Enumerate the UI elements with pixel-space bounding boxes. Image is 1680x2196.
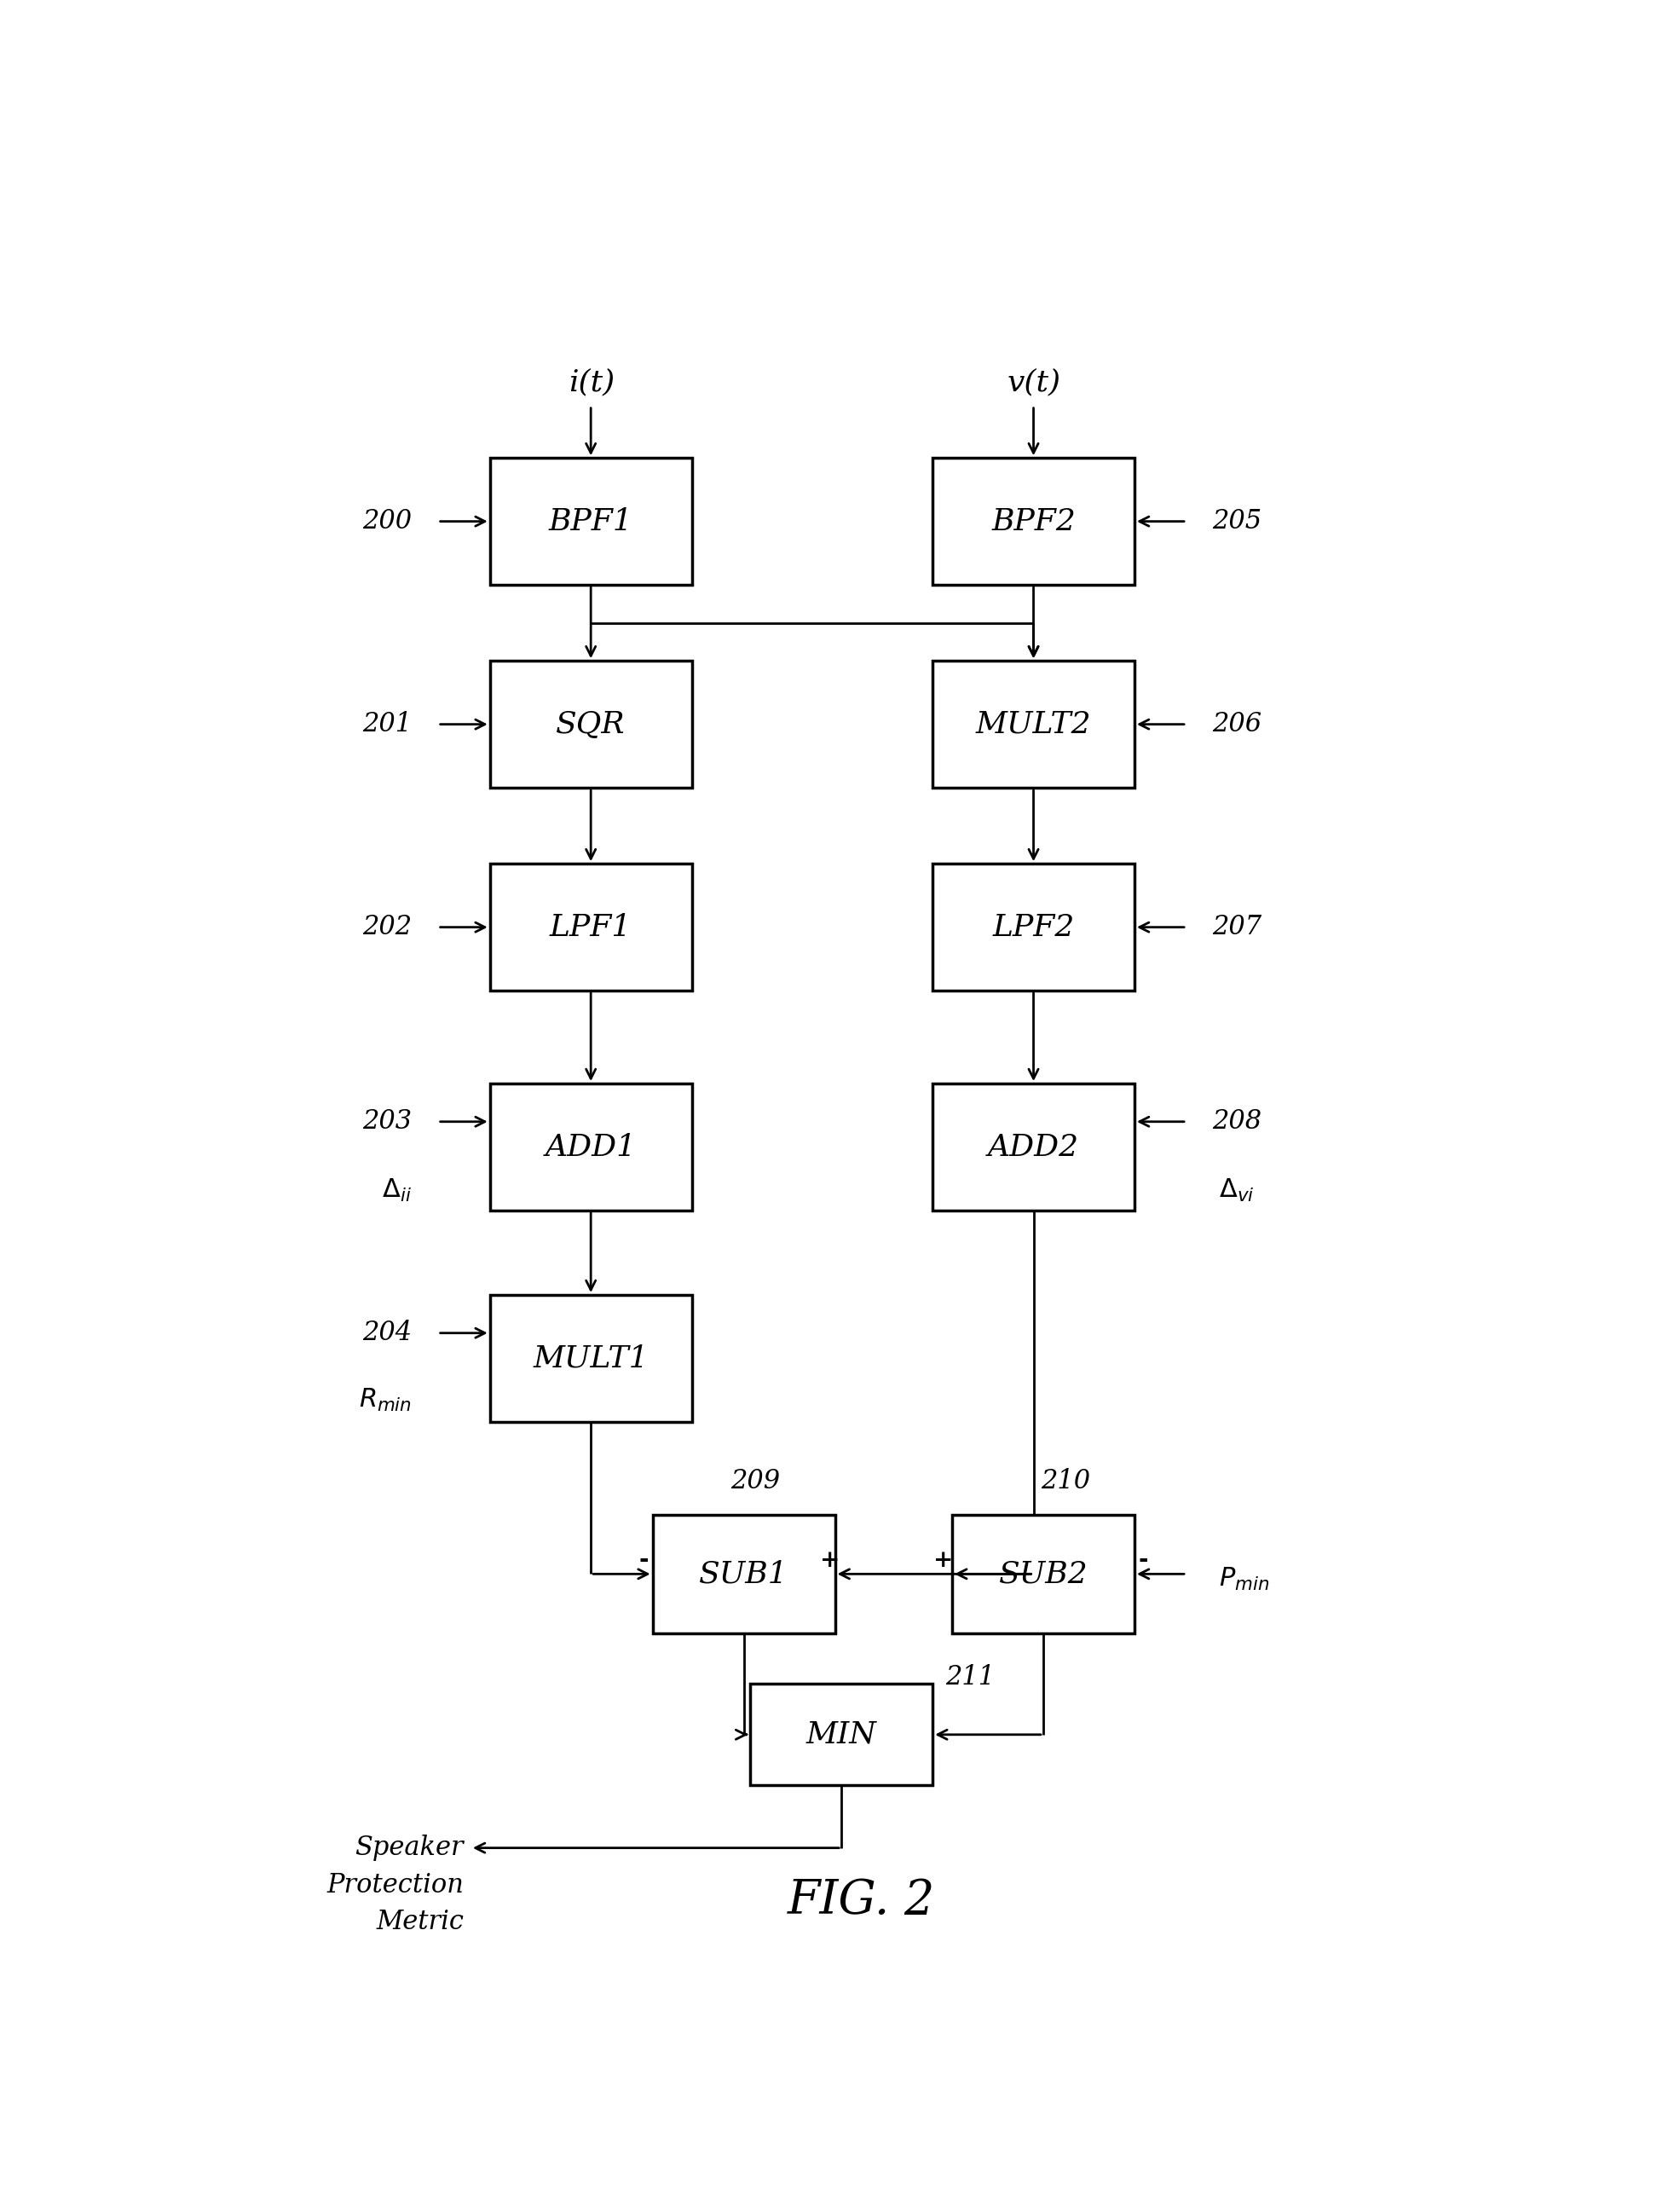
Bar	[932, 459, 1134, 584]
Text: v(t): v(t)	[1008, 367, 1062, 395]
Text: BPF1: BPF1	[549, 507, 633, 536]
Text: Protection: Protection	[328, 1871, 464, 1897]
Text: +: +	[820, 1548, 840, 1572]
Text: $P_{min}$: $P_{min}$	[1220, 1566, 1270, 1592]
Bar	[932, 863, 1134, 990]
Text: 207: 207	[1213, 914, 1262, 940]
Text: -: -	[638, 1548, 648, 1572]
Text: MULT1: MULT1	[533, 1344, 648, 1372]
Bar	[491, 1083, 692, 1210]
Text: 209: 209	[731, 1469, 780, 1495]
Text: ADD2: ADD2	[988, 1133, 1079, 1162]
Text: LPF2: LPF2	[993, 914, 1075, 942]
Text: SQR: SQR	[556, 709, 625, 738]
Text: 205: 205	[1213, 507, 1262, 534]
Text: $Δ_{ii}$: $Δ_{ii}$	[381, 1177, 412, 1203]
Text: MULT2: MULT2	[976, 709, 1092, 738]
Text: Speaker: Speaker	[354, 1834, 464, 1862]
Text: FIG. 2: FIG. 2	[788, 1878, 934, 1924]
Text: 210: 210	[1040, 1469, 1090, 1495]
Text: MIN: MIN	[806, 1719, 877, 1748]
Text: 206: 206	[1213, 712, 1262, 738]
Text: BPF2: BPF2	[991, 507, 1075, 536]
Bar	[932, 1083, 1134, 1210]
Text: ADD1: ADD1	[546, 1133, 637, 1162]
Text: 202: 202	[363, 914, 412, 940]
Bar	[491, 661, 692, 788]
Text: Metric: Metric	[376, 1908, 464, 1935]
Text: +: +	[932, 1548, 953, 1572]
Bar	[932, 661, 1134, 788]
Text: 200: 200	[363, 507, 412, 534]
Text: i(t): i(t)	[568, 367, 615, 395]
Text: SUB1: SUB1	[699, 1559, 788, 1588]
Bar	[491, 1296, 692, 1421]
Text: 203: 203	[363, 1109, 412, 1135]
Bar	[953, 1515, 1134, 1634]
Text: 204: 204	[363, 1320, 412, 1346]
Text: 201: 201	[363, 712, 412, 738]
Text: 211: 211	[946, 1665, 995, 1691]
Bar	[652, 1515, 835, 1634]
Text: LPF1: LPF1	[549, 914, 632, 942]
Bar	[491, 459, 692, 584]
Bar	[751, 1684, 932, 1785]
Bar	[491, 863, 692, 990]
Text: $Δ_{vi}$: $Δ_{vi}$	[1220, 1177, 1255, 1203]
Text: SUB2: SUB2	[998, 1559, 1089, 1588]
Text: $R_{min}$: $R_{min}$	[360, 1386, 412, 1412]
Text: 208: 208	[1213, 1109, 1262, 1135]
Text: -: -	[1139, 1548, 1149, 1572]
